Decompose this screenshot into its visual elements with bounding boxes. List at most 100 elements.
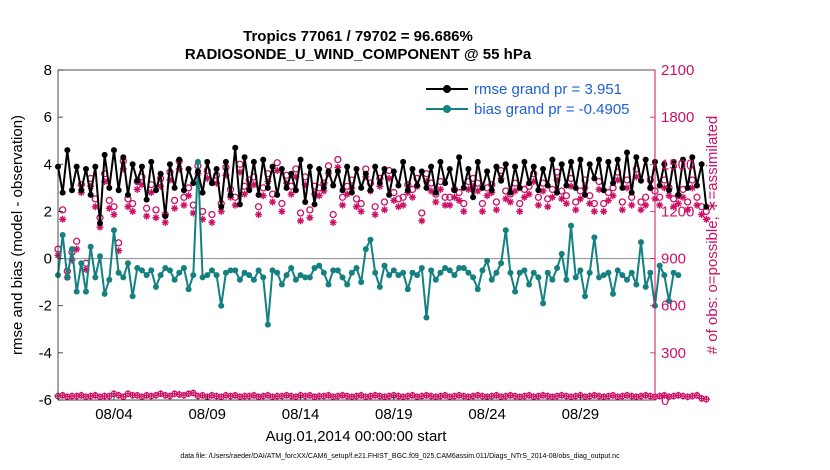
rmse-point — [670, 158, 677, 165]
obs-possible-point — [688, 176, 696, 184]
legend-box — [420, 74, 650, 120]
legend-bias-label: bias grand pr = -0.4905 — [474, 101, 630, 118]
obs-possible-point — [562, 192, 571, 200]
rmse-point — [638, 177, 645, 184]
rmse-point — [157, 170, 164, 177]
rmse-point — [446, 166, 453, 172]
bias-point — [367, 236, 374, 243]
rmse-point — [283, 184, 290, 191]
obs-assimilated-point — [278, 207, 286, 215]
rmse-point — [134, 177, 141, 184]
obs-possible-point — [306, 206, 314, 214]
rmse-point — [208, 180, 215, 187]
obs-assimilated-point — [492, 206, 500, 214]
rmse-point — [437, 158, 444, 165]
left-tick-label: -2 — [39, 298, 52, 315]
rmse-point — [59, 189, 66, 196]
rmse-point — [320, 184, 327, 191]
bias-point — [218, 302, 225, 309]
bias-point — [320, 269, 327, 276]
rmse-point — [488, 187, 495, 194]
obs-possible-point — [460, 199, 468, 208]
obs-assimilated-point — [562, 200, 570, 208]
obs-assimilated-point — [609, 192, 617, 200]
obs-possible-point — [273, 159, 281, 167]
obs-assimilated-point — [474, 187, 482, 195]
bias-point — [194, 158, 201, 165]
obs-possible-point — [683, 198, 692, 206]
chart-title-line1: Tropics 77061 / 79702 = 96.686% — [243, 28, 473, 45]
obs-assimilated-point — [548, 193, 556, 201]
bias-point — [316, 262, 323, 269]
rmse-point — [194, 168, 201, 175]
obs-assimilated-point — [185, 192, 193, 200]
bias-point — [516, 269, 523, 276]
rmse-point — [418, 168, 425, 175]
left-axis: -6 -4 -2 0 2 4 6 8 — [39, 62, 63, 409]
obs-possible-point — [170, 196, 179, 205]
rmse-point — [199, 189, 206, 196]
obs-assimilated-point — [427, 187, 435, 195]
obs-assimilated-point — [357, 207, 365, 215]
obs-possible-point — [418, 209, 426, 217]
bias-point — [558, 250, 565, 257]
rmse-point — [218, 203, 225, 210]
legend: rmse grand pr = 3.951 bias grand pr = -0… — [420, 74, 650, 120]
rmse-point — [348, 189, 355, 196]
bias-point — [376, 283, 383, 290]
obs-possible-point — [371, 203, 379, 211]
obs-assimilated-point — [618, 206, 626, 214]
bias-point — [124, 260, 131, 267]
bias-point — [138, 267, 145, 274]
rmse-point — [460, 184, 467, 191]
bias-point — [143, 272, 150, 279]
bias-point — [311, 265, 318, 271]
bias-point — [129, 293, 136, 300]
obs-assimilated-point — [59, 215, 67, 223]
bias-point — [488, 276, 495, 283]
obs-assimilated-point — [147, 189, 155, 197]
obs-assimilated-point — [408, 193, 416, 201]
legend-rmse-label: rmse grand pr = 3.951 — [474, 81, 622, 98]
rmse-point — [498, 177, 505, 184]
bias-point — [619, 272, 626, 279]
rmse-point — [367, 187, 374, 194]
rmse-point — [204, 158, 211, 165]
rmse-point — [470, 194, 477, 201]
obs-assimilated-point — [287, 190, 295, 198]
rmse-point — [540, 166, 547, 172]
rmse-point — [526, 180, 533, 187]
obs-possible-point — [576, 187, 585, 195]
obs-bottom-point — [119, 393, 127, 401]
bias-point — [362, 246, 369, 253]
rmse-point — [311, 201, 318, 208]
obs-assimilated-point — [656, 201, 664, 209]
rmse-point — [246, 187, 253, 194]
obs-possible-point — [600, 199, 608, 208]
rmse-point — [250, 158, 257, 165]
left-tick-label: -6 — [39, 392, 52, 409]
x-tick-label: 08/29 — [562, 406, 600, 423]
bias-point — [624, 276, 631, 283]
bias-point — [78, 260, 85, 267]
rmse-point — [451, 187, 458, 194]
bias-point — [255, 267, 262, 274]
bias-point — [274, 269, 281, 276]
obs-assimilated-point — [441, 201, 449, 209]
right-tick-label: 1500 — [661, 156, 694, 173]
right-tick-label: 900 — [661, 251, 686, 268]
obs-possible-point — [152, 206, 160, 214]
rmse-point — [624, 149, 631, 156]
left-tick-label: 8 — [44, 62, 52, 79]
bias-point — [59, 232, 66, 238]
bias-point — [152, 283, 159, 290]
obs-possible-point — [59, 206, 67, 214]
bias-point — [348, 269, 355, 276]
obs-assimilated-point — [558, 195, 566, 203]
rmse-point — [582, 191, 589, 198]
bias-point — [213, 272, 220, 279]
rmse-point — [596, 156, 603, 163]
rmse-point — [297, 156, 304, 163]
rmse-point — [372, 163, 379, 170]
obs-assimilated-point — [600, 207, 608, 215]
